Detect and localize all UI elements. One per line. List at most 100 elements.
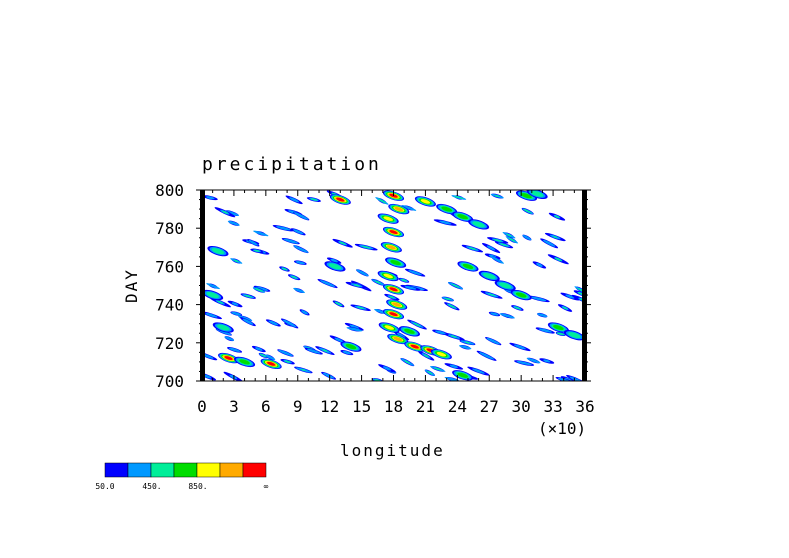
rain-streak [444,363,464,370]
rain-streak-level [526,357,541,364]
rain-streak-level [295,261,306,265]
rain-cell [202,289,224,301]
rain-streak [214,207,236,218]
rain-streak-level [259,353,267,358]
rain-cell [547,322,569,333]
rain-streak [332,238,353,248]
rain-streak-level [523,209,533,214]
rain-cell-level [498,282,512,289]
y-axis-title: DAY [122,268,141,303]
rain-streak-level [404,286,417,290]
rain-streak-level [553,235,558,239]
rain-streak [459,344,472,350]
rain-streak [371,278,386,286]
rain-streak-level [500,243,508,247]
rain-cell-level [515,292,527,298]
rain-cell-level [345,344,357,350]
rain-cell [563,329,585,341]
rain-streak-level [536,263,543,267]
rain-cell [234,356,256,368]
rain-cell-level [206,292,219,299]
rain-streak-level [361,245,371,249]
x-tick-label: 30 [512,397,531,416]
rain-cell-level [457,372,469,378]
colorbar-label: 450. [142,482,161,491]
rain-streak [227,347,243,353]
rain-streak [315,346,335,356]
rain-streak [526,357,541,364]
rain-streak [225,210,240,217]
left-border-bar [200,190,205,381]
rain-streak-level [231,311,242,316]
rain-cell [386,299,408,310]
rain-streak [535,327,555,334]
rain-streak [230,311,243,316]
rain-streak-level [322,372,335,379]
colorbar-swatch [173,462,198,478]
axis-ticks [196,189,591,382]
y-tick-label: 800 [155,181,184,200]
colorbar-swatch [242,462,267,478]
rain-streak-level [334,301,343,307]
rain-streak-level [229,374,238,380]
colorbar-labels: 50.0 450. 850. ∞ [95,482,268,491]
rain-streak [375,197,389,205]
rain-streak [272,225,294,232]
rain-streak [480,290,503,299]
rain-streak-level [449,364,458,369]
rain-streak [326,257,342,264]
rain-streak [487,237,509,244]
rain-streak [265,319,281,327]
rain-streak [287,274,301,281]
rain-cell [340,341,362,352]
rain-streak [400,284,421,291]
rain-streak [281,237,300,245]
rain-cell [212,322,234,333]
colorbar-swatch [150,462,175,478]
rain-cell-level [383,216,393,221]
rain-streak-level [468,247,477,250]
rain-streak-level [404,360,411,364]
rain-cell-level [386,245,396,250]
rain-streak-level [310,198,318,201]
rain-streak [346,327,363,332]
rain-streak-level [389,296,395,299]
rain-streak-level [569,376,585,381]
rain-cell-level [436,351,447,357]
x-tick-label: 18 [384,397,403,416]
rain-cell [468,219,490,230]
rain-streak-level [205,312,218,318]
rain-streak [555,331,566,336]
x-tick-label: 12 [320,397,339,416]
rain-streak [340,350,354,356]
rain-streak-level [283,238,299,244]
rain-streak-level [506,233,512,237]
rain-streak-level [234,259,239,263]
rain-streak-level [339,241,347,245]
precipitation-field [202,190,585,381]
x-tick-label: 6 [261,397,271,416]
rain-streak-level [353,284,360,287]
rain-streak [253,285,271,292]
rain-streak-level [264,354,276,361]
rain-streak-level [465,341,470,344]
rain-streak [294,366,313,374]
rain-streak-level [356,269,369,277]
rain-streak-level [537,313,548,318]
rain-streak [441,296,454,302]
rain-streak-level [439,220,452,225]
rain-streak [344,322,364,331]
rain-cell-level [239,359,250,365]
rain-cell-level [530,190,544,197]
rain-streak [293,211,310,221]
rain-streak-level [401,205,417,211]
rain-streak [202,311,222,320]
colorbar-swatch [196,462,221,478]
rain-streak [494,241,514,249]
rain-cell [382,308,405,320]
rain-streak-level [292,229,304,235]
rain-cell-level [328,263,342,270]
rain-streak [252,287,266,293]
rain-streak [280,318,299,329]
rain-cell-level [383,273,393,279]
